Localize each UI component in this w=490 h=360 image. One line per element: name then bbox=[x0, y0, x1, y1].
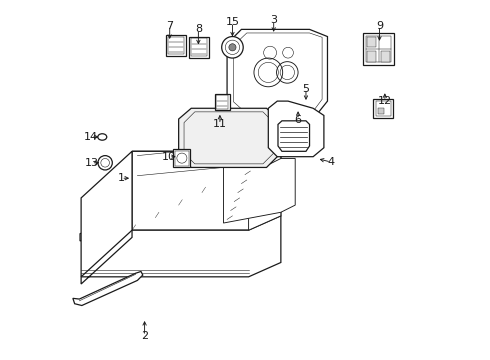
Bar bbox=[168, 37, 184, 54]
Bar bbox=[373, 99, 393, 118]
Ellipse shape bbox=[98, 134, 107, 140]
Polygon shape bbox=[248, 162, 281, 230]
Text: 12: 12 bbox=[378, 96, 392, 106]
Bar bbox=[378, 108, 384, 114]
Polygon shape bbox=[227, 30, 327, 119]
Text: 9: 9 bbox=[376, 21, 383, 31]
Text: 2: 2 bbox=[141, 331, 148, 341]
Bar bbox=[381, 51, 390, 62]
Bar bbox=[366, 36, 391, 62]
Bar bbox=[367, 37, 375, 47]
Polygon shape bbox=[132, 137, 281, 230]
Bar bbox=[166, 35, 186, 56]
Text: 7: 7 bbox=[166, 21, 173, 31]
Bar bbox=[191, 39, 207, 56]
Circle shape bbox=[225, 40, 240, 54]
Text: 11: 11 bbox=[213, 120, 227, 129]
Text: 10: 10 bbox=[162, 152, 176, 162]
Polygon shape bbox=[223, 158, 295, 223]
Circle shape bbox=[221, 37, 243, 58]
Polygon shape bbox=[269, 101, 324, 157]
Polygon shape bbox=[80, 196, 143, 241]
Text: 3: 3 bbox=[270, 15, 277, 26]
Text: 8: 8 bbox=[195, 24, 202, 35]
Bar bbox=[367, 51, 375, 62]
Text: 13: 13 bbox=[84, 158, 98, 168]
Polygon shape bbox=[278, 121, 310, 151]
Bar bbox=[190, 37, 209, 58]
Bar bbox=[215, 94, 230, 110]
Bar bbox=[364, 33, 394, 65]
Bar bbox=[175, 150, 189, 166]
Polygon shape bbox=[179, 108, 279, 167]
Bar bbox=[216, 95, 228, 109]
Text: 6: 6 bbox=[294, 115, 301, 125]
Text: 5: 5 bbox=[302, 84, 310, 94]
Bar bbox=[375, 101, 391, 116]
Text: 1: 1 bbox=[118, 173, 125, 183]
Text: 4: 4 bbox=[327, 157, 335, 167]
Text: 15: 15 bbox=[225, 17, 240, 27]
Circle shape bbox=[98, 156, 112, 170]
Bar bbox=[173, 149, 191, 167]
Polygon shape bbox=[73, 271, 143, 306]
Polygon shape bbox=[81, 216, 281, 284]
Circle shape bbox=[229, 44, 236, 51]
Text: 14: 14 bbox=[84, 132, 98, 142]
Polygon shape bbox=[81, 151, 132, 277]
Polygon shape bbox=[132, 137, 281, 176]
Polygon shape bbox=[256, 120, 277, 130]
